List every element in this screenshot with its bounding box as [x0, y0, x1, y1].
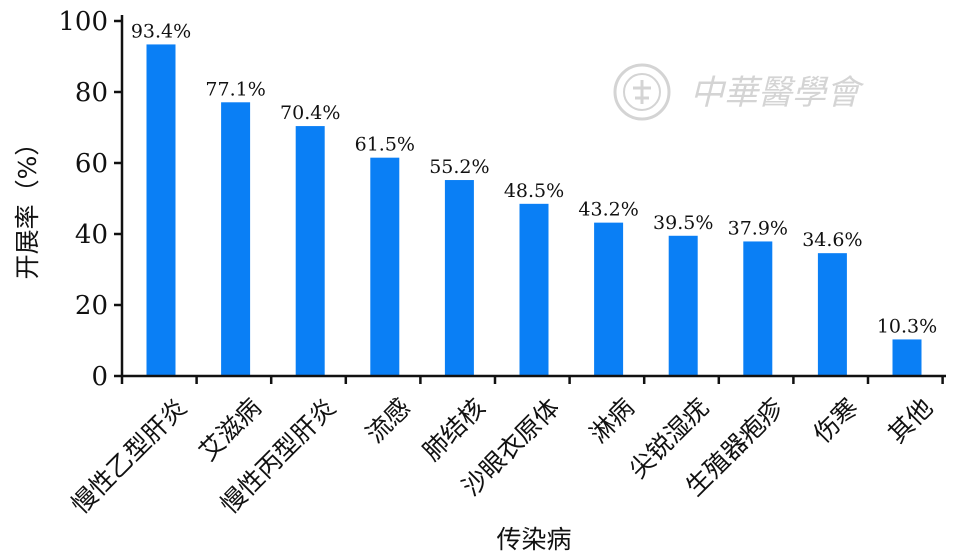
bar — [221, 102, 251, 377]
x-category-label: 流感 — [360, 393, 416, 449]
x-category-label: 其他 — [882, 393, 938, 449]
data-label: 70.4% — [280, 102, 340, 124]
x-category-label: 肺结核 — [417, 393, 491, 467]
x-category-label: 伤寒 — [808, 393, 864, 449]
bars — [146, 44, 922, 377]
y-tick-label: 80 — [75, 78, 108, 108]
bar — [295, 126, 325, 376]
data-label: 39.5% — [653, 212, 713, 234]
watermark-seal-icon — [613, 63, 671, 121]
data-label: 34.6% — [802, 229, 862, 251]
data-label: 77.1% — [205, 78, 265, 100]
bar — [668, 235, 698, 376]
data-label: 61.5% — [355, 134, 415, 156]
bar — [146, 44, 176, 377]
y-tick-labels: 0 20 40 60 80 100 — [58, 7, 108, 392]
y-tick-label: 0 — [91, 362, 108, 392]
data-labels: 93.4% 77.1% 70.4% 61.5% 55.2% 48.5% 43.2% 39.5%… — [131, 20, 937, 337]
x-axis-title: 传染病 — [496, 525, 571, 554]
y-tick-label: 100 — [58, 7, 108, 37]
data-label: 55.2% — [429, 156, 489, 178]
x-category-label: 艾滋病 — [193, 393, 267, 467]
y-tick-label: 60 — [75, 149, 108, 179]
data-label: 10.3% — [877, 315, 937, 337]
y-tick-label: 40 — [75, 220, 108, 250]
y-axis-title: 开展率（%） — [13, 131, 42, 280]
bar — [519, 203, 549, 376]
x-category-label: 慢性乙型肝炎 — [66, 393, 193, 520]
y-tick-label: 20 — [75, 291, 108, 321]
data-label: 48.5% — [504, 180, 564, 202]
bar — [892, 339, 922, 376]
bar — [444, 180, 474, 376]
bar — [370, 157, 400, 376]
bar — [743, 241, 773, 376]
watermark: 中華醫學會 — [613, 63, 865, 121]
bar — [594, 222, 624, 376]
bar — [817, 253, 847, 376]
axes — [114, 15, 946, 384]
data-label: 93.4% — [131, 20, 191, 42]
data-label: 37.9% — [728, 217, 788, 239]
watermark-text: 中華醫學會 — [690, 73, 865, 113]
x-category-label: 淋病 — [584, 393, 640, 449]
data-label: 43.2% — [578, 199, 638, 221]
